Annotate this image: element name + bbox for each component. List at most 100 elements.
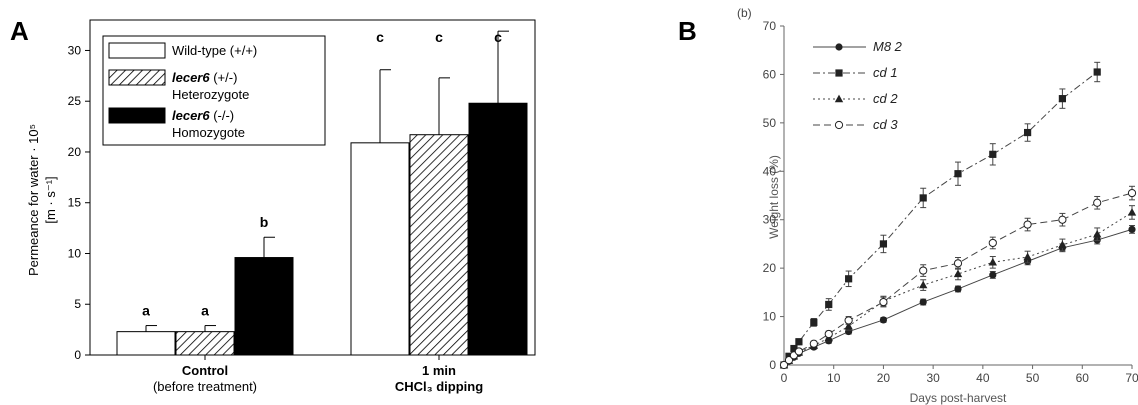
panel-b-data-point [879,240,888,248]
panel-b-y-tick-label: 50 [763,116,777,130]
panel-b-data-point [1023,252,1032,261]
panel-a-significance-letter: a [142,303,150,319]
panel-b-data-point [1128,225,1136,233]
panel-a-y-axis-title-line1: Permeance for water · 10⁵ [26,124,41,276]
panel-b-legend-label: cd 2 [873,91,898,106]
panel-b-legend-label: M8 2 [873,39,903,54]
panel-a: A Permeance for water · 10⁵ [m · s⁻¹] 0 5… [10,16,536,394]
panel-b-data-point [1023,220,1032,229]
panel-b-data-point [879,297,888,307]
panel-b-x-tick-label: 10 [827,371,841,385]
panel-a-significance-letter: c [494,29,502,45]
panel-a-bar [234,257,294,356]
panel-b-data-point [844,316,853,325]
panel-b-data-point [794,347,804,356]
panel-b-data-point [1093,229,1102,238]
panel-b-legend: M8 2 cd 1 cd 2 cd 3 [813,39,903,132]
panel-a-legend-label: lecer6 (+/-) [172,70,237,85]
panel-a-y-axis-title-line2: [m · s⁻¹] [43,176,58,223]
panel-b-data-point [1127,188,1137,198]
panel-a-significance-letter: a [201,303,209,319]
panel-b-series [779,61,1137,370]
panel-b-data-point [919,194,927,202]
panel-b-data-point [988,257,997,266]
panel-b-data-point [844,321,853,330]
panel-a-legend-label-line2: Heterozygote [172,87,249,102]
panel-b-data-point [1058,215,1067,224]
panel-b-data-point [879,316,888,324]
panel-b-data-point [835,43,843,51]
panel-b-x-tick-label: 30 [926,371,940,385]
panel-b-data-point [784,356,794,365]
panel-a-category-sublabel: CHCl₃ dipping [395,379,483,394]
panel-b-data-point [835,69,843,77]
panel-a-legend-label-line2: Homozygote [172,125,245,140]
panel-a-y-tick-label: 30 [68,43,82,57]
panel-b-y-tick-label: 40 [763,164,777,178]
panel-a-legend-swatch [108,42,166,59]
panel-b-data-point [825,300,833,309]
panel-b-data-point [954,285,962,293]
panel-a-bars: a c a c b c [116,29,528,356]
panel-a-legend-label: lecer6 (-/-) [172,108,234,123]
panel-a-y-tick-label: 20 [68,145,82,159]
panel-a-significance-letter: c [376,29,384,45]
panel-b-data-point [779,360,789,370]
panel-b-x-axis-title: Days post-harvest [910,391,1007,405]
panel-b-data-point [954,170,962,178]
panel-b-y-tick-label: 30 [763,213,777,227]
panel-b-y-tick-label: 70 [763,19,777,33]
panel-a-category-label: Control [182,363,228,378]
panel-b-legend-label: cd 1 [873,65,898,80]
panel-b-data-point [989,271,997,279]
panel-b-data-point [919,266,928,275]
panel-b-data-point [919,280,928,289]
panel-b-data-point [810,318,818,326]
panel-b-y-axis-title: Weight loss (%) [767,155,781,239]
panel-b-x-tick-label: 60 [1076,371,1090,385]
panel-a-y-ticks: 0 5 10 15 20 25 30 [68,43,90,362]
panel-a-category-label: 1 min [422,363,456,378]
panel-a-legend-swatch [108,69,166,86]
panel-b-data-point [824,329,833,339]
panel-b-data-point [1024,128,1032,137]
panel-b-sublabel: (b) [737,6,752,20]
panel-a-label: A [10,16,29,46]
panel-b-data-point [953,259,963,268]
panel-b-data-point [809,339,818,348]
panel-a-y-tick-label: 0 [74,348,81,362]
panel-a-bar [175,331,235,356]
panel-b-data-point [1058,95,1066,103]
panel-b-data-point [988,238,997,248]
panel-a-y-tick-label: 5 [74,297,81,311]
panel-b-data-point [953,269,963,278]
panel-b-data-point [795,338,803,346]
panel-b-ticks: 0 10 20 30 40 50 60 70 0 10 20 30 40 50 60 70 [763,19,1138,385]
panel-a-y-tick-label: 15 [68,196,82,210]
panel-b-series-line [783,71,1098,366]
panel-b-data-point [790,344,798,353]
panel-b-label: B [678,16,697,46]
panel-a-legend: Wild-type (+/+) lecer6 (+/-) Heterozygote l… [102,35,326,146]
panel-b-legend-label: cd 3 [873,117,898,132]
panel-a-y-tick-label: 10 [68,246,82,260]
panel-b-data-point [1093,68,1101,76]
panel-a-category-sublabel: (before treatment) [153,379,257,394]
panel-b-data-point [1093,198,1102,207]
panel-b-data-point [919,298,927,306]
panel-a-significance-letter: c [435,29,443,45]
panel-a-plot-frame [89,19,536,356]
panel-b-data-point [1058,240,1067,249]
panel-b-data-point [834,120,844,130]
panel-a-y-tick-label: 25 [68,94,82,108]
panel-a-bar [468,102,528,356]
panel-b-data-point [845,275,853,283]
panel-b-y-tick-label: 0 [769,358,776,372]
panel-b-y-tick-label: 10 [763,310,777,324]
panel-b-x-tick-label: 50 [1026,371,1040,385]
panel-a-legend-swatch [108,107,166,124]
panel-b-y-tick-label: 20 [763,261,777,275]
panel-b-data-point [834,94,844,103]
panel-a-significance-letter: b [260,214,269,230]
